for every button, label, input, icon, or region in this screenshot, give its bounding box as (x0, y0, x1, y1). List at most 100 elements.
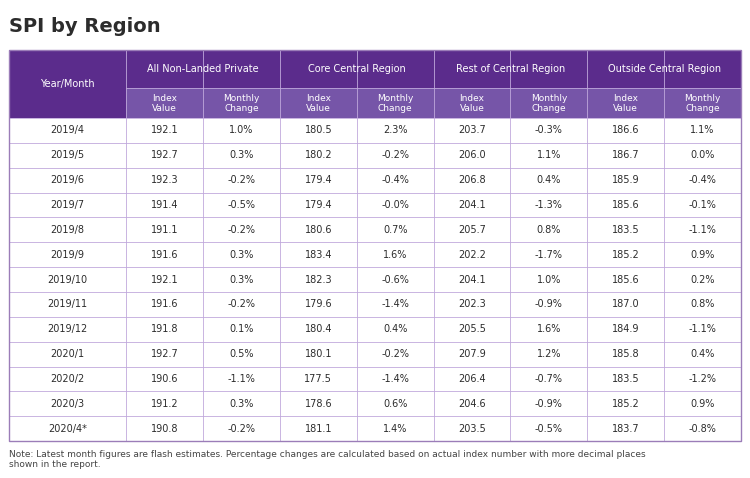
Text: -0.2%: -0.2% (227, 424, 256, 434)
Bar (587, 50, 741, 88)
Text: -1.1%: -1.1% (688, 325, 716, 334)
Text: 1.6%: 1.6% (383, 250, 407, 260)
Text: 185.2: 185.2 (612, 250, 640, 260)
Text: -0.9%: -0.9% (535, 399, 562, 409)
Text: -1.3%: -1.3% (535, 200, 562, 210)
Text: -0.2%: -0.2% (227, 225, 256, 235)
Text: -0.7%: -0.7% (535, 374, 562, 384)
Text: 2019/8: 2019/8 (50, 225, 85, 235)
Text: 1.1%: 1.1% (691, 126, 715, 135)
Text: 2019/5: 2019/5 (50, 151, 85, 160)
Text: 191.4: 191.4 (151, 200, 178, 210)
Text: All Non-Landed Private: All Non-Landed Private (147, 65, 259, 74)
Bar (280, 50, 434, 88)
Text: 177.5: 177.5 (304, 374, 332, 384)
Bar (9, 342, 741, 367)
Text: 0.5%: 0.5% (230, 349, 254, 359)
Text: 0.6%: 0.6% (383, 399, 407, 409)
Text: 203.5: 203.5 (458, 424, 486, 434)
Text: 207.9: 207.9 (458, 349, 486, 359)
Text: 2019/11: 2019/11 (47, 300, 88, 309)
Text: 2019/6: 2019/6 (50, 175, 85, 185)
Text: SPI by Region: SPI by Region (9, 17, 160, 36)
Text: 185.9: 185.9 (612, 175, 640, 185)
Text: -0.8%: -0.8% (688, 424, 716, 434)
Bar (9, 143, 741, 168)
Text: -0.9%: -0.9% (535, 300, 562, 309)
Text: 192.1: 192.1 (151, 126, 178, 135)
Text: 1.6%: 1.6% (537, 325, 561, 334)
Text: 206.0: 206.0 (458, 151, 486, 160)
Text: 179.6: 179.6 (304, 300, 332, 309)
Text: 185.6: 185.6 (612, 275, 640, 284)
Text: 183.5: 183.5 (612, 374, 640, 384)
Bar (9, 317, 741, 342)
Text: 179.4: 179.4 (304, 175, 332, 185)
Text: 204.6: 204.6 (458, 399, 486, 409)
Text: 2019/10: 2019/10 (47, 275, 88, 284)
Text: 0.1%: 0.1% (230, 325, 254, 334)
Text: Outside Central Region: Outside Central Region (608, 65, 721, 74)
Text: 186.7: 186.7 (612, 151, 640, 160)
Text: 183.5: 183.5 (612, 225, 640, 235)
Text: 183.7: 183.7 (612, 424, 640, 434)
Text: 1.0%: 1.0% (230, 126, 254, 135)
Text: 191.6: 191.6 (151, 250, 178, 260)
Text: 185.2: 185.2 (612, 399, 640, 409)
Text: 204.1: 204.1 (458, 200, 486, 210)
Text: 2020/4*: 2020/4* (48, 424, 87, 434)
Bar (203, 88, 280, 118)
Text: 0.4%: 0.4% (537, 175, 561, 185)
Text: -0.2%: -0.2% (227, 175, 256, 185)
Bar (9, 217, 741, 242)
Text: 182.3: 182.3 (304, 275, 332, 284)
Text: 2019/9: 2019/9 (50, 250, 85, 260)
Text: 2019/7: 2019/7 (50, 200, 85, 210)
Text: 192.1: 192.1 (151, 275, 178, 284)
Bar (280, 88, 357, 118)
Bar (9, 416, 741, 441)
Text: 0.3%: 0.3% (230, 151, 254, 160)
Text: 191.8: 191.8 (151, 325, 178, 334)
Text: Index
Value: Index Value (614, 94, 638, 113)
Text: 2.3%: 2.3% (383, 126, 407, 135)
Text: 185.6: 185.6 (612, 200, 640, 210)
Text: 180.6: 180.6 (304, 225, 332, 235)
Text: Year/Month: Year/Month (40, 79, 95, 89)
Text: 191.2: 191.2 (151, 399, 178, 409)
Text: Rest of Central Region: Rest of Central Region (456, 65, 565, 74)
Text: 0.4%: 0.4% (691, 349, 715, 359)
Text: 187.0: 187.0 (612, 300, 640, 309)
Text: -0.3%: -0.3% (535, 126, 562, 135)
Text: 179.4: 179.4 (304, 200, 332, 210)
Bar (9, 168, 741, 193)
Text: 191.1: 191.1 (151, 225, 178, 235)
Text: 1.0%: 1.0% (537, 275, 561, 284)
Text: 180.1: 180.1 (304, 349, 332, 359)
Text: Index
Value: Index Value (306, 94, 331, 113)
Text: -0.2%: -0.2% (227, 300, 256, 309)
Text: 0.0%: 0.0% (691, 151, 715, 160)
Text: 0.3%: 0.3% (230, 250, 254, 260)
Text: Core Central Region: Core Central Region (308, 65, 406, 74)
Text: 0.8%: 0.8% (537, 225, 561, 235)
Text: 190.6: 190.6 (151, 374, 178, 384)
Text: 183.4: 183.4 (304, 250, 332, 260)
Text: 180.2: 180.2 (304, 151, 332, 160)
Text: -0.6%: -0.6% (381, 275, 409, 284)
Bar (9, 292, 741, 317)
Bar (357, 88, 434, 118)
Text: -0.2%: -0.2% (381, 151, 410, 160)
Text: 2020/3: 2020/3 (50, 399, 85, 409)
Bar (126, 50, 280, 88)
Text: 0.7%: 0.7% (383, 225, 407, 235)
Text: 203.7: 203.7 (458, 126, 486, 135)
Text: 2019/4: 2019/4 (50, 126, 85, 135)
Text: 2020/1: 2020/1 (50, 349, 85, 359)
Text: -1.4%: -1.4% (381, 300, 409, 309)
Bar (433, 88, 511, 118)
Text: -0.1%: -0.1% (688, 200, 716, 210)
Text: -0.5%: -0.5% (227, 200, 256, 210)
Text: 205.7: 205.7 (458, 225, 486, 235)
Text: -0.5%: -0.5% (535, 424, 562, 434)
